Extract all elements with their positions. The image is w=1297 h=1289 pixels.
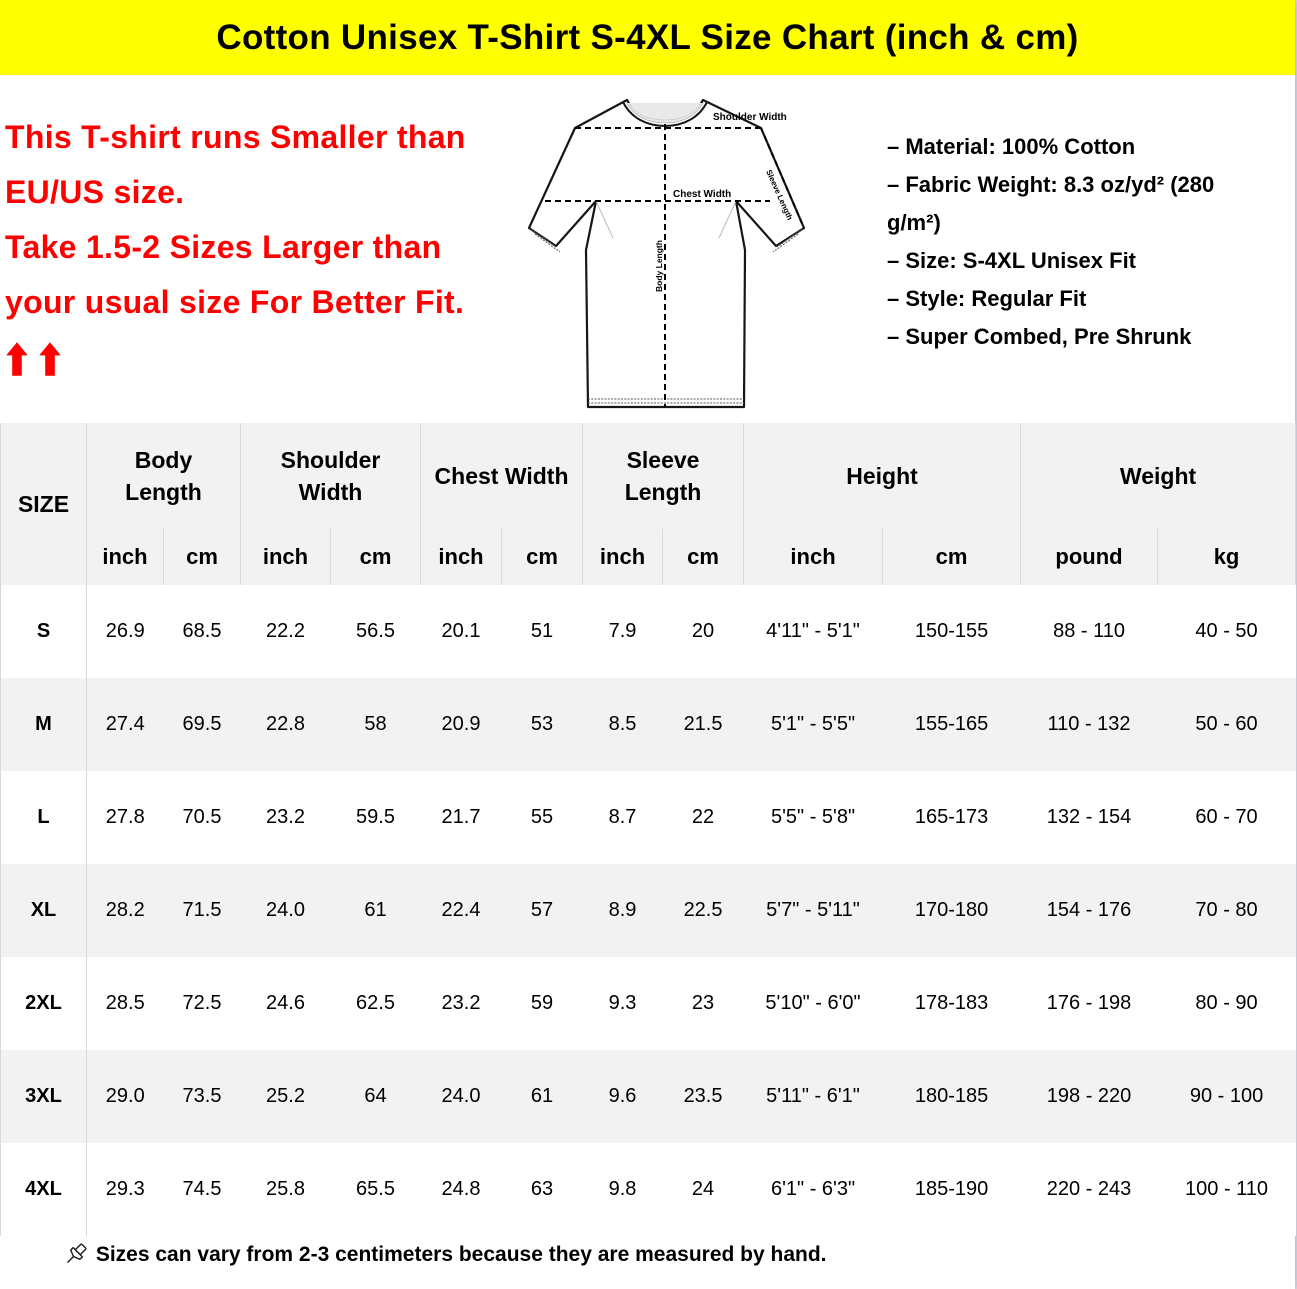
svg-text:Chest Width: Chest Width: [673, 189, 731, 200]
svg-text:Body Length: Body Length: [654, 240, 664, 292]
svg-text:Shoulder Width: Shoulder Width: [713, 112, 787, 123]
